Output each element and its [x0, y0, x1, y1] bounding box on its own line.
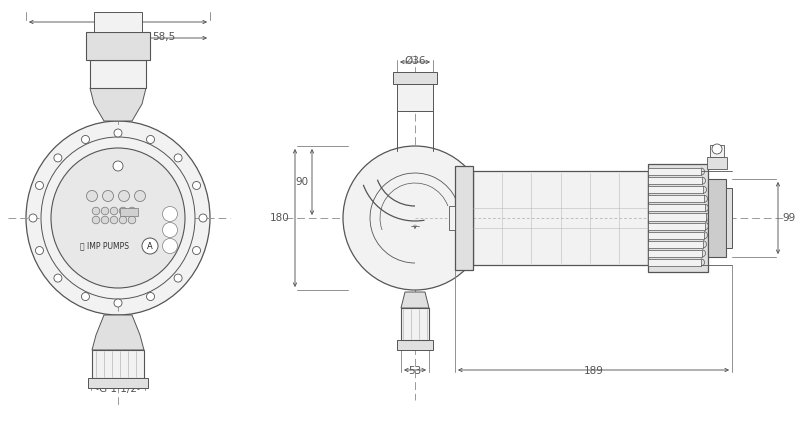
Bar — [648, 222, 705, 229]
Circle shape — [119, 216, 126, 224]
Circle shape — [193, 246, 201, 255]
Bar — [648, 186, 703, 193]
Text: 99: 99 — [782, 213, 795, 223]
Bar — [120, 208, 138, 216]
Bar — [86, 32, 150, 60]
Text: 53: 53 — [408, 366, 422, 376]
Text: Ⓢ IMP PUMPS: Ⓢ IMP PUMPS — [79, 241, 129, 250]
Circle shape — [35, 182, 43, 190]
Circle shape — [128, 216, 136, 224]
Circle shape — [82, 136, 90, 144]
Bar — [708, 179, 726, 257]
Bar — [710, 145, 724, 157]
Circle shape — [110, 207, 118, 215]
Circle shape — [54, 274, 62, 282]
Circle shape — [110, 216, 118, 224]
Circle shape — [174, 154, 182, 162]
Ellipse shape — [26, 121, 210, 315]
Bar — [726, 188, 732, 248]
Circle shape — [114, 129, 122, 137]
Bar — [648, 214, 706, 221]
Text: 189: 189 — [583, 366, 603, 376]
Bar — [648, 195, 704, 202]
Circle shape — [101, 216, 109, 224]
Circle shape — [101, 207, 109, 215]
Text: 117: 117 — [108, 16, 128, 26]
Circle shape — [114, 299, 122, 307]
Circle shape — [29, 214, 37, 222]
Text: G 1 1/2: G 1 1/2 — [99, 384, 137, 394]
Circle shape — [119, 207, 126, 215]
Bar — [648, 168, 701, 175]
Bar — [455, 166, 473, 270]
Circle shape — [134, 190, 146, 202]
Ellipse shape — [343, 146, 487, 290]
Circle shape — [118, 190, 130, 202]
Circle shape — [162, 206, 178, 222]
Polygon shape — [92, 315, 144, 350]
Circle shape — [82, 292, 90, 300]
Circle shape — [146, 136, 154, 144]
Bar — [92, 350, 144, 378]
Ellipse shape — [51, 148, 185, 288]
Bar — [648, 232, 704, 239]
Circle shape — [35, 246, 43, 255]
Bar — [473, 171, 648, 265]
Bar — [449, 206, 455, 230]
Circle shape — [712, 144, 722, 154]
Circle shape — [162, 238, 178, 253]
Circle shape — [142, 238, 158, 254]
Ellipse shape — [41, 137, 195, 299]
Bar — [88, 378, 148, 388]
Circle shape — [199, 214, 207, 222]
Circle shape — [92, 216, 100, 224]
Bar — [94, 12, 142, 32]
Circle shape — [162, 222, 178, 237]
Text: 58,5: 58,5 — [152, 32, 176, 42]
Text: 90: 90 — [295, 177, 308, 187]
Bar — [90, 60, 146, 88]
Text: 180: 180 — [270, 213, 290, 223]
Circle shape — [174, 274, 182, 282]
Bar — [707, 157, 727, 169]
Circle shape — [92, 207, 100, 215]
Bar — [648, 250, 702, 257]
Circle shape — [113, 161, 123, 171]
Bar — [401, 308, 429, 340]
Circle shape — [86, 190, 98, 202]
Bar — [648, 204, 705, 211]
Bar — [393, 72, 437, 84]
Bar — [397, 84, 433, 111]
Circle shape — [193, 182, 201, 190]
Circle shape — [128, 207, 136, 215]
Polygon shape — [401, 292, 429, 308]
Bar — [397, 340, 433, 350]
Text: A: A — [147, 241, 153, 250]
Bar — [648, 241, 703, 248]
Circle shape — [146, 292, 154, 300]
Circle shape — [102, 190, 114, 202]
Circle shape — [54, 154, 62, 162]
Bar — [648, 177, 702, 184]
Bar — [648, 259, 701, 266]
Polygon shape — [90, 88, 146, 121]
Text: Ø36: Ø36 — [404, 56, 426, 66]
Bar — [648, 164, 708, 272]
